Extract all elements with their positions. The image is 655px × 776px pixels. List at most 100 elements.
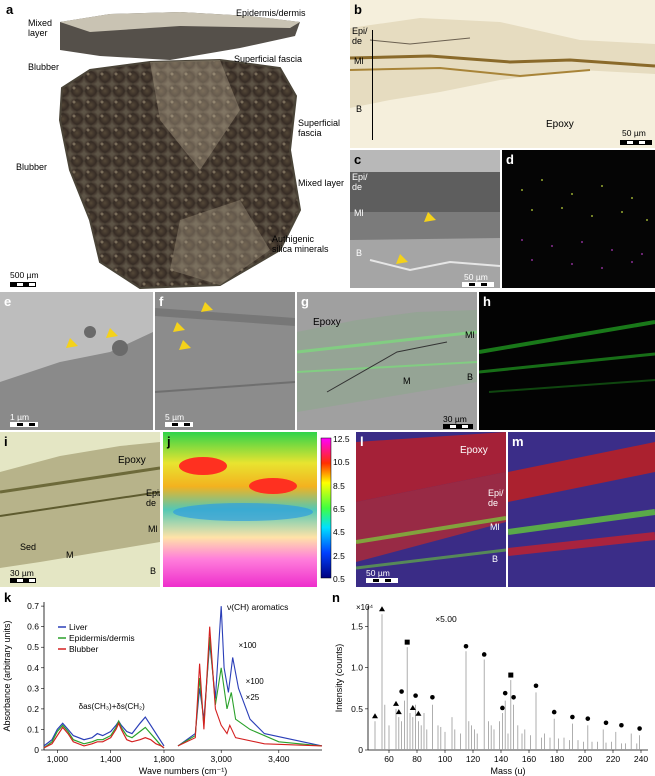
- scale-bar-b: [620, 140, 652, 145]
- x-tick-label: 100: [438, 754, 452, 764]
- annot-epi-de-l: Epi/ de: [488, 488, 504, 508]
- y-tick-label: 0.5: [351, 704, 363, 714]
- annot-b-l: B: [492, 554, 499, 564]
- series-line-hi: [177, 636, 323, 747]
- annot-deformation: δas(CH₃)+δs(CH₂): [79, 702, 145, 711]
- y-tick-label: 0: [358, 745, 363, 755]
- panel-e: e 1 µm: [0, 292, 153, 430]
- panel-h-label: h: [483, 294, 491, 309]
- peak-marker-dot: [502, 690, 508, 696]
- panel-a-photo: [58, 12, 302, 290]
- scale-label-f: 5 µm: [165, 412, 185, 422]
- y-tick-label: 0.2: [27, 704, 39, 714]
- peak-marker-dot: [413, 693, 418, 698]
- x-tick-label: 140: [494, 754, 508, 764]
- scale-label-a: 500 µm: [10, 270, 39, 280]
- x-tick-label: 60: [384, 754, 394, 764]
- scale-label-l: 50 µm: [366, 568, 390, 578]
- panel-f-image: [155, 292, 295, 430]
- panel-d-map: [502, 150, 655, 288]
- bracket-b: [372, 30, 377, 140]
- scale-label-c: 50 µm: [464, 272, 488, 282]
- peak-marker-dot: [399, 689, 404, 694]
- annot-mixed-layer-2: Mixed layer: [298, 178, 345, 188]
- peak-marker-dot: [500, 705, 505, 711]
- scale-bar-g: [443, 424, 473, 429]
- panel-n: n 0 0.5 1.0 1.5 60 80 100 120 140 160 180 200 220 240…: [330, 590, 655, 776]
- annot-epi-de-b: Epi/ de: [352, 26, 368, 46]
- y-tick-label: 0.3: [27, 683, 39, 693]
- annot-x100: ×100: [238, 641, 257, 650]
- panel-l-label: l: [360, 434, 364, 449]
- y-tick-label: 0.5: [27, 642, 39, 652]
- annot-blubber-top: Blubber: [28, 62, 60, 72]
- panel-j: j 12.5 10.5 8.5 6.5 4.5 2.5 0.5: [163, 432, 353, 587]
- panel-a-label: a: [6, 2, 14, 17]
- legend-label: Blubber: [69, 644, 98, 654]
- peak-marker-triangle: [379, 606, 385, 612]
- peak-marker-dot: [511, 694, 516, 700]
- scale-label-i: 30 µm: [10, 568, 34, 578]
- scale-label-g: 30 µm: [443, 414, 467, 424]
- panel-l-map: [356, 432, 506, 587]
- panel-k-label: k: [4, 590, 12, 605]
- annot-ml-l: Ml: [490, 522, 500, 532]
- scale-bar-e: [10, 422, 38, 427]
- x-tick-label: 3,400: [268, 754, 290, 764]
- panel-n-label: n: [332, 590, 340, 605]
- colorbar-tick: 0.5: [333, 574, 345, 584]
- x-tick-label: 1,000: [47, 754, 69, 764]
- x-tick-label: 200: [578, 754, 592, 764]
- scale-bar-f: [165, 422, 193, 427]
- annot-x100: ×100: [246, 677, 265, 686]
- y-tick-label: 1.5: [351, 622, 363, 632]
- colorbar-tick: 4.5: [333, 527, 345, 538]
- panel-d-label: d: [506, 152, 514, 167]
- panel-h-map: [479, 292, 655, 430]
- annot-mixed-layer: Mixed layer: [28, 18, 53, 38]
- annot-superficial-fascia: Superficial fascia: [298, 118, 341, 138]
- y-multiplier: ×10⁴: [356, 603, 374, 612]
- peak-marker-dot: [533, 683, 539, 689]
- panel-j-label: j: [167, 434, 171, 449]
- peak-marker-dot: [430, 694, 435, 700]
- annot-ml-b: Ml: [354, 56, 364, 66]
- scale-bar-l: [366, 578, 398, 583]
- peak-marker-square: [404, 639, 410, 645]
- panel-g-label: g: [301, 294, 309, 309]
- scale-label-b: 50 µm: [622, 128, 646, 138]
- x-axis-label: Wave numbers (cm⁻¹): [139, 766, 227, 776]
- annot-superficial-fascia-top: Superficial fascia: [234, 54, 303, 64]
- peak-marker-dot: [619, 722, 624, 728]
- scale-bar-i: [10, 578, 36, 583]
- panel-f: f 5 µm: [155, 292, 295, 430]
- annot-epoxy-g: Epoxy: [313, 317, 341, 328]
- panel-k: k 0 0.1 0.2 0.3 0.4 0.5 0.6 0.7 1,000 1,400 1,800 3…: [0, 590, 330, 776]
- panel-m-map: [508, 432, 655, 587]
- x-tick-label: 3,000: [211, 754, 233, 764]
- colorbar-tick: 10.5: [333, 457, 350, 468]
- x-tick-label: 220: [606, 754, 620, 764]
- annot-epi-de-c: Epi/ de: [352, 172, 368, 192]
- x-tick-label: 180: [550, 754, 564, 764]
- annot-epoxy-i: Epoxy: [118, 455, 146, 466]
- panel-m-label: m: [512, 434, 524, 449]
- peak-marker-dot: [551, 709, 557, 715]
- peak-marker-triangle: [409, 704, 416, 710]
- colorbar-tick: 2.5: [333, 550, 345, 561]
- x-tick-label: 240: [634, 754, 648, 764]
- scale-label-e: 1 µm: [10, 412, 30, 422]
- y-tick-label: 0.7: [27, 601, 39, 611]
- peak-marker-dot: [585, 716, 591, 721]
- annot-b-c: B: [356, 248, 363, 258]
- panel-j-heatmap: [163, 432, 332, 587]
- peak-marker-triangle: [393, 700, 399, 706]
- panel-e-image: [0, 292, 153, 430]
- panel-i-image: [0, 432, 160, 587]
- legend-label: Epidermis/dermis: [69, 633, 135, 643]
- chart-k-svg: 0 0.1 0.2 0.3 0.4 0.5 0.6 0.7 1,000 1,400 1,800 3,0…: [2, 601, 323, 776]
- legend-label: Liver: [69, 622, 88, 632]
- y-tick-label: 0.4: [27, 663, 39, 673]
- annot-ml-i: Ml: [148, 524, 158, 534]
- panel-g: g Epoxy Ml B M 30 µm: [297, 292, 477, 430]
